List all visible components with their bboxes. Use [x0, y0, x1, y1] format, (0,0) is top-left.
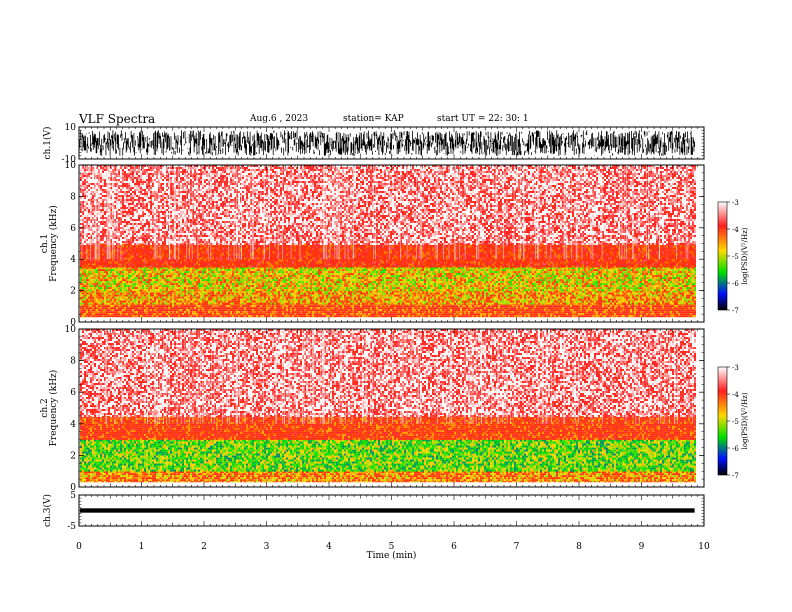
ch2-colorbar-tick-label: -6: [732, 445, 739, 453]
ch2-colorbar-tick-label: -5: [732, 418, 739, 426]
time-tick-label: 0: [76, 542, 82, 552]
ch2-spectrogram-channel-label: ch.2: [40, 398, 50, 417]
ch2-colorbar-label: log(PSD)(V²/Hz): [741, 392, 749, 449]
ch1-colorbar-label: log(PSD)(V²/Hz): [741, 227, 749, 284]
ch2-spectrogram-tick-label: 2: [70, 451, 76, 461]
ch1-spectrogram-channel-label: ch.1: [40, 234, 50, 253]
time-tick-label: 2: [201, 542, 207, 552]
ch2-colorbar-tick-label: -4: [732, 391, 739, 399]
ch1-spectrogram-tick-label: 8: [70, 192, 76, 202]
time-tick-label: 1: [139, 542, 145, 552]
date-label: Aug.6 , 2023: [250, 114, 308, 124]
start-time-label: start UT = 22: 30: 1: [437, 114, 529, 124]
ch3-waveform-trace: [80, 508, 695, 513]
ch1-colorbar-tick-label: -3: [732, 199, 739, 207]
ch2-spectrogram-tick-label: 0: [70, 483, 76, 493]
ch2-colorbar: [717, 366, 728, 476]
ch2-spectrogram: [79, 329, 704, 487]
time-tick-label: 4: [326, 542, 332, 552]
ch1-spectrogram: [79, 165, 704, 322]
ch3-waveform-tick-label: -5: [67, 522, 76, 532]
ch1-spectrogram-tick-label: 0: [70, 318, 76, 328]
ch2-spectrogram-ylabel: Frequency (kHz): [48, 370, 59, 447]
time-tick-label: 3: [264, 542, 270, 552]
ch1-waveform-trace: [79, 130, 695, 156]
ch2-spectrogram-tick-label: 6: [70, 388, 76, 398]
time-tick-label: 9: [639, 542, 645, 552]
ch1-colorbar-tick-label: -4: [732, 226, 739, 234]
ch1-waveform-tick-label: -10: [62, 155, 77, 165]
figure-title: VLF Spectra: [79, 112, 155, 126]
time-tick-label: 5: [389, 542, 395, 552]
ch1-colorbar: [717, 201, 728, 311]
ch3-waveform-tick-label: 5: [70, 491, 76, 501]
time-tick-label: 8: [576, 542, 582, 552]
ch2-spectrogram-tick-label: 8: [70, 357, 76, 367]
ch1-spectrogram-ylabel: Frequency (kHz): [48, 205, 59, 282]
ch2-colorbar-tick-label: -7: [732, 472, 739, 480]
ch1-waveform-tick-label: 10: [65, 123, 77, 133]
time-tick-label: 7: [514, 542, 520, 552]
ch1-colorbar-tick-label: -5: [732, 253, 739, 261]
ch1-spectrogram-tick-label: 4: [70, 255, 76, 265]
station-label: station= KAP: [343, 114, 404, 124]
time-axis-label: Time (min): [367, 550, 417, 561]
ch3-waveform-ylabel: ch.3(V): [42, 494, 53, 527]
ch2-spectrogram-tick-label: 10: [65, 325, 77, 335]
ch1-colorbar-tick-label: -6: [732, 280, 739, 288]
ch1-colorbar-tick-label: -7: [732, 307, 739, 315]
ch1-spectrogram-tick-label: 2: [70, 287, 76, 297]
ch1-spectrogram-tick-label: 10: [65, 161, 77, 171]
ch1-waveform-ylabel: ch.1(V): [42, 127, 53, 160]
time-tick-label: 6: [451, 542, 457, 552]
time-tick-label: 10: [698, 542, 710, 552]
ch1-spectrogram-tick-label: 6: [70, 224, 76, 234]
ch2-colorbar-tick-label: -3: [732, 364, 739, 372]
ch2-spectrogram-tick-label: 4: [70, 420, 76, 430]
